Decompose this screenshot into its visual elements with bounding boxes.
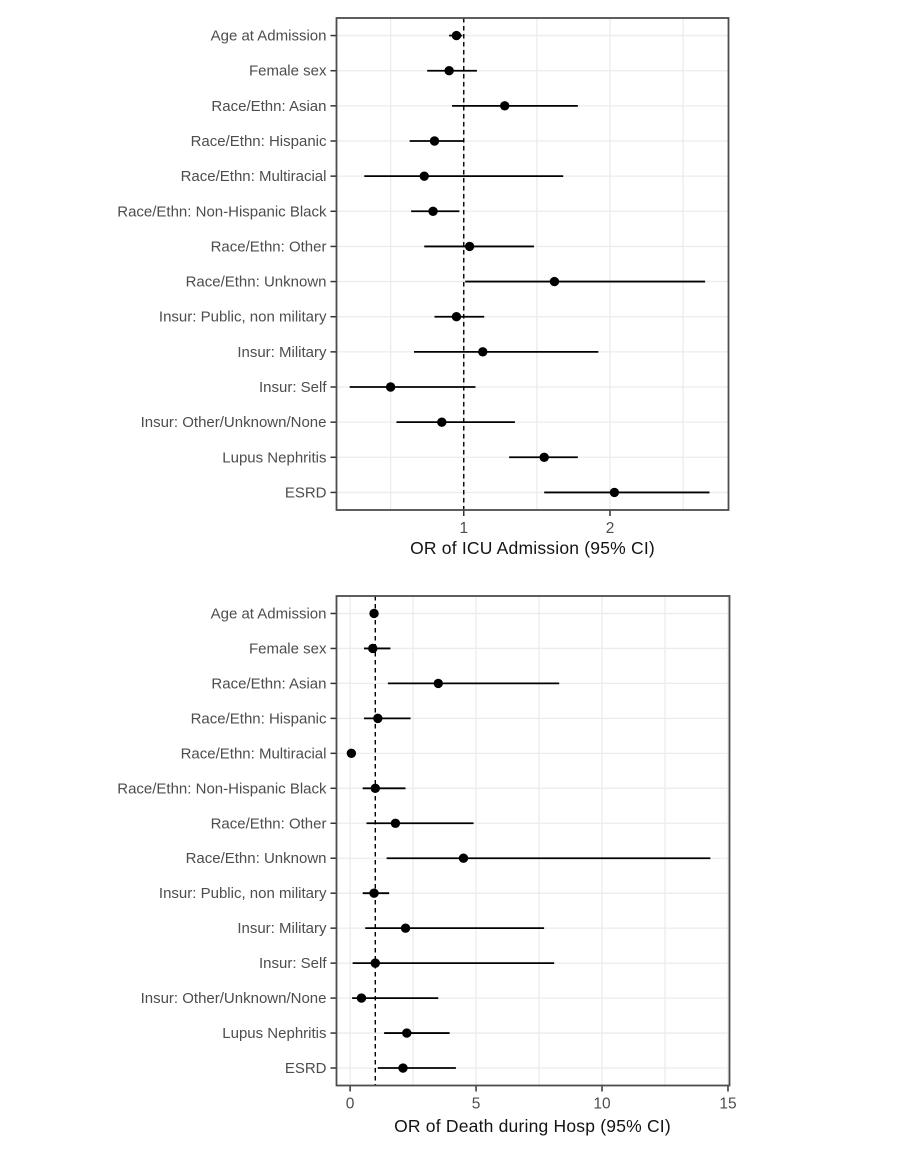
or-point bbox=[370, 783, 380, 794]
y-axis-label: Lupus Nephritis bbox=[222, 449, 326, 466]
y-axis-label: Race/Ethn: Unknown bbox=[186, 850, 327, 867]
or-point bbox=[373, 713, 383, 724]
or-point bbox=[451, 30, 462, 41]
or-point bbox=[437, 417, 447, 427]
or-point bbox=[429, 136, 440, 146]
x-tick-label: 0 bbox=[346, 1096, 355, 1113]
or-point bbox=[346, 748, 357, 759]
panel-background bbox=[336, 18, 729, 510]
or-point bbox=[398, 1063, 408, 1073]
x-tick-label: 2 bbox=[606, 520, 615, 537]
or-point bbox=[356, 993, 367, 1003]
or-point bbox=[419, 171, 429, 181]
y-axis-label: Age at Admission bbox=[211, 605, 327, 622]
y-axis-label: Race/Ethn: Non-Hispanic Black bbox=[117, 780, 327, 797]
y-axis-label: Insur: Other/Unknown/None bbox=[141, 414, 327, 431]
x-tick-label: 10 bbox=[593, 1096, 611, 1113]
death-during-hosp-plot-area: Age at Admission Female sex Race/Ethn: Asi… bbox=[117, 595, 737, 1113]
or-point bbox=[428, 206, 438, 216]
panel-border bbox=[335, 595, 731, 1087]
y-axis-label: Insur: Public, non military bbox=[159, 885, 327, 902]
x-tick-label: 5 bbox=[472, 1096, 481, 1113]
or-point bbox=[368, 643, 378, 654]
or-point bbox=[369, 608, 379, 619]
or-point bbox=[464, 241, 475, 252]
or-point bbox=[539, 452, 549, 462]
x-tick-label: 15 bbox=[719, 1096, 736, 1113]
y-axis-label: ESRD bbox=[285, 484, 327, 501]
or-point bbox=[390, 818, 401, 828]
or-point bbox=[433, 678, 443, 689]
x-tick-label: 1 bbox=[459, 520, 468, 537]
y-axis-label: Age at Admission bbox=[211, 28, 327, 45]
icu-admission-x-axis-title: OR of ICU Admission (95% CI) bbox=[410, 538, 655, 558]
y-axis-label: Race/Ethn: Asian bbox=[211, 675, 326, 692]
or-point bbox=[609, 487, 620, 498]
or-point bbox=[369, 888, 379, 898]
or-point bbox=[451, 312, 462, 322]
death-during-hosp-x-axis-title: OR of Death during Hosp (95% CI) bbox=[394, 1116, 671, 1136]
y-axis-label: Insur: Self bbox=[259, 379, 327, 396]
y-axis-label: Race/Ethn: Multiracial bbox=[181, 168, 327, 185]
icu-admission-plot-area: Age at Admission Female sex Race/Ethn: Asi… bbox=[117, 17, 730, 537]
y-axis-label: Race/Ethn: Hispanic bbox=[191, 710, 327, 727]
or-point bbox=[500, 101, 510, 111]
y-axis-label: Race/Ethn: Asian bbox=[211, 98, 326, 115]
y-axis-label: Race/Ethn: Other bbox=[211, 815, 327, 832]
y-axis-label: Insur: Other/Unknown/None bbox=[141, 990, 327, 1007]
y-axis-label: Lupus Nephritis bbox=[222, 1025, 326, 1042]
y-axis-label: Insur: Public, non military bbox=[159, 309, 327, 326]
y-axis-label: Female sex bbox=[249, 63, 327, 80]
y-axis-label: Insur: Military bbox=[237, 920, 327, 937]
panel-background bbox=[336, 596, 730, 1086]
or-point bbox=[478, 347, 488, 357]
y-axis-label: Race/Ethn: Other bbox=[211, 238, 327, 255]
y-axis-label: ESRD bbox=[285, 1060, 327, 1077]
y-axis-label: Race/Ethn: Unknown bbox=[186, 274, 327, 291]
y-axis-label: Race/Ethn: Multiracial bbox=[181, 745, 327, 762]
y-axis-label: Female sex bbox=[249, 640, 327, 657]
or-point bbox=[549, 276, 560, 287]
panel-border bbox=[335, 17, 730, 511]
or-point bbox=[385, 382, 396, 392]
y-axis-label: Race/Ethn: Non-Hispanic Black bbox=[117, 203, 327, 220]
or-point bbox=[370, 958, 380, 968]
or-point bbox=[444, 66, 454, 76]
icu-admission-forest-plot: Age at Admission Female sex Race/Ethn: Asi… bbox=[117, 17, 730, 558]
or-point bbox=[458, 853, 469, 863]
or-point bbox=[400, 923, 411, 933]
death-during-hosp-forest-plot: Age at Admission Female sex Race/Ethn: Asi… bbox=[0, 580, 898, 1154]
or-point bbox=[402, 1028, 412, 1038]
y-axis-label: Insur: Self bbox=[259, 955, 327, 972]
y-axis-label: Insur: Military bbox=[237, 344, 327, 361]
y-axis-label: Race/Ethn: Hispanic bbox=[191, 133, 327, 150]
